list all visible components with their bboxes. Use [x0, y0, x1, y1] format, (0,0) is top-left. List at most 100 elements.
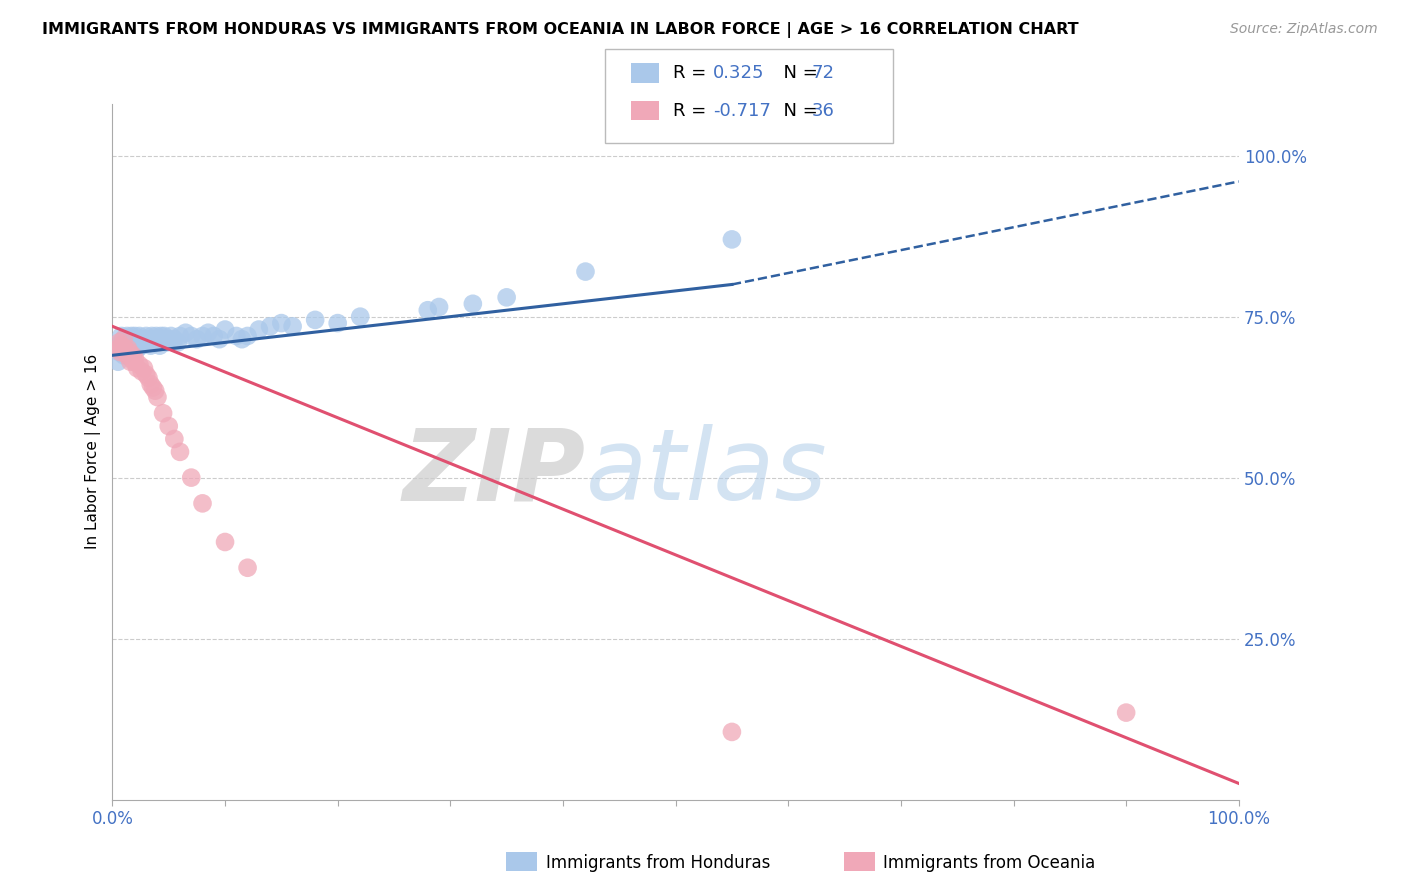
- Point: [132, 332, 155, 346]
- Point: [127, 342, 149, 356]
- Point: [129, 335, 152, 350]
- Point: [152, 332, 174, 346]
- Point: [120, 355, 142, 369]
- Point: [107, 355, 129, 369]
- Point: [225, 329, 247, 343]
- Point: [107, 342, 129, 356]
- Point: [157, 332, 180, 346]
- Point: [110, 338, 132, 352]
- Point: [128, 329, 150, 343]
- Point: [132, 361, 155, 376]
- Point: [115, 345, 138, 359]
- Text: ZIP: ZIP: [402, 425, 585, 521]
- Point: [138, 371, 160, 385]
- Point: [146, 390, 169, 404]
- Point: [110, 335, 132, 350]
- Point: [110, 342, 132, 356]
- Point: [121, 329, 143, 343]
- Text: atlas: atlas: [585, 425, 827, 521]
- Point: [214, 322, 236, 336]
- Text: 72: 72: [811, 64, 834, 82]
- Point: [128, 358, 150, 372]
- Point: [124, 351, 146, 366]
- Point: [461, 297, 484, 311]
- Point: [124, 338, 146, 352]
- Point: [118, 335, 141, 350]
- Point: [191, 496, 214, 510]
- Point: [131, 364, 153, 378]
- Text: R =: R =: [673, 64, 713, 82]
- Point: [152, 406, 174, 420]
- Point: [122, 355, 145, 369]
- Point: [135, 368, 157, 382]
- Y-axis label: In Labor Force | Age > 16: In Labor Force | Age > 16: [86, 354, 101, 549]
- Point: [145, 329, 167, 343]
- Point: [142, 335, 165, 350]
- Point: [146, 335, 169, 350]
- Point: [574, 264, 596, 278]
- Point: [114, 342, 136, 356]
- Point: [121, 351, 143, 366]
- Point: [110, 329, 132, 343]
- Point: [202, 329, 225, 343]
- Point: [155, 335, 177, 350]
- Point: [138, 332, 160, 346]
- Point: [118, 338, 141, 352]
- Point: [143, 384, 166, 398]
- Point: [142, 380, 165, 394]
- Point: [149, 338, 172, 352]
- Text: IMMIGRANTS FROM HONDURAS VS IMMIGRANTS FROM OCEANIA IN LABOR FORCE | AGE > 16 CO: IMMIGRANTS FROM HONDURAS VS IMMIGRANTS F…: [42, 22, 1078, 38]
- Point: [112, 348, 135, 362]
- Point: [186, 332, 208, 346]
- Point: [326, 316, 349, 330]
- Point: [495, 290, 517, 304]
- Point: [117, 332, 139, 346]
- Point: [139, 377, 162, 392]
- Point: [214, 535, 236, 549]
- Point: [108, 345, 131, 359]
- Text: N =: N =: [772, 64, 824, 82]
- Point: [304, 313, 326, 327]
- Point: [131, 338, 153, 352]
- Point: [236, 329, 259, 343]
- Point: [121, 348, 143, 362]
- Point: [108, 335, 131, 350]
- Point: [139, 338, 162, 352]
- Point: [163, 432, 186, 446]
- Point: [115, 348, 138, 362]
- Point: [270, 316, 292, 330]
- Text: Source: ZipAtlas.com: Source: ZipAtlas.com: [1230, 22, 1378, 37]
- Point: [125, 332, 148, 346]
- Point: [118, 345, 141, 359]
- Point: [120, 332, 142, 346]
- Point: [138, 335, 160, 350]
- Point: [135, 329, 157, 343]
- Point: [169, 329, 191, 343]
- Point: [180, 470, 202, 484]
- Point: [127, 335, 149, 350]
- Point: [427, 300, 450, 314]
- Point: [247, 322, 270, 336]
- Point: [112, 332, 135, 346]
- Point: [163, 332, 186, 346]
- Point: [721, 232, 744, 246]
- Point: [127, 332, 149, 346]
- Point: [115, 329, 138, 343]
- Point: [281, 319, 304, 334]
- Point: [160, 329, 183, 343]
- Point: [127, 361, 149, 376]
- Point: [349, 310, 371, 324]
- Point: [124, 329, 146, 343]
- Point: [259, 319, 281, 334]
- Text: -0.717: -0.717: [713, 102, 770, 120]
- Point: [153, 329, 176, 343]
- Text: N =: N =: [772, 102, 824, 120]
- Point: [117, 342, 139, 356]
- Point: [132, 335, 155, 350]
- Point: [122, 335, 145, 350]
- Point: [141, 329, 163, 343]
- Point: [112, 332, 135, 346]
- Point: [121, 342, 143, 356]
- Point: [1115, 706, 1137, 720]
- Point: [111, 338, 134, 352]
